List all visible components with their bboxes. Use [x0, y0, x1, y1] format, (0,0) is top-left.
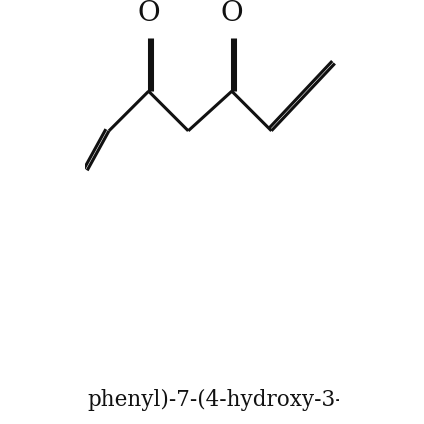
Text: O: O — [220, 0, 243, 27]
Text: O: O — [137, 0, 160, 27]
Text: phenyl)-7-(4-hydroxy-3-methe: phenyl)-7-(4-hydroxy-3-methe — [87, 389, 411, 411]
